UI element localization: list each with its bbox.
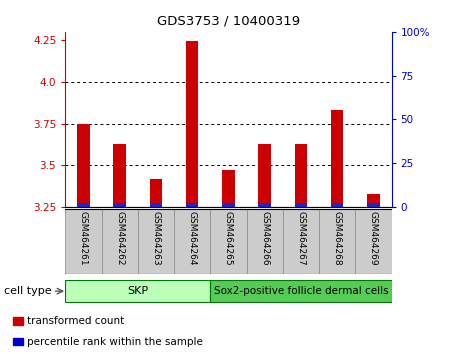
Bar: [186, 41, 198, 207]
Bar: [186, 203, 198, 207]
Bar: [77, 203, 90, 207]
Text: GSM464264: GSM464264: [188, 211, 197, 266]
Bar: [331, 110, 343, 207]
Bar: [65, 280, 210, 302]
Bar: [258, 144, 271, 207]
Bar: [210, 280, 392, 302]
Bar: [138, 209, 174, 274]
Text: GSM464269: GSM464269: [369, 211, 378, 266]
Text: cell type: cell type: [4, 286, 52, 296]
Text: GSM464266: GSM464266: [260, 211, 269, 266]
Text: SKP: SKP: [127, 286, 148, 296]
Bar: [113, 144, 126, 207]
Bar: [295, 144, 307, 207]
Title: GDS3753 / 10400319: GDS3753 / 10400319: [157, 15, 300, 28]
Bar: [355, 209, 392, 274]
Text: GSM464262: GSM464262: [115, 211, 124, 266]
Bar: [222, 203, 235, 207]
Bar: [65, 209, 102, 274]
Text: GSM464263: GSM464263: [151, 211, 160, 266]
Text: GSM464265: GSM464265: [224, 211, 233, 266]
Bar: [210, 209, 247, 274]
Text: GSM464261: GSM464261: [79, 211, 88, 266]
Bar: [174, 209, 210, 274]
Bar: [367, 203, 380, 207]
Text: GSM464267: GSM464267: [297, 211, 306, 266]
Bar: [149, 179, 162, 207]
Bar: [319, 209, 355, 274]
Text: Sox2-positive follicle dermal cells: Sox2-positive follicle dermal cells: [214, 286, 388, 296]
Bar: [14, 318, 23, 325]
Bar: [331, 203, 343, 207]
Bar: [113, 203, 126, 207]
Bar: [295, 203, 307, 207]
Text: GSM464268: GSM464268: [333, 211, 342, 266]
Bar: [283, 209, 319, 274]
Bar: [258, 203, 271, 207]
Bar: [77, 124, 90, 207]
Bar: [222, 170, 235, 207]
Text: transformed count: transformed count: [27, 316, 125, 326]
Text: percentile rank within the sample: percentile rank within the sample: [27, 337, 203, 347]
Bar: [149, 203, 162, 207]
Bar: [102, 209, 138, 274]
Bar: [14, 338, 23, 345]
Bar: [247, 209, 283, 274]
Bar: [367, 194, 380, 207]
